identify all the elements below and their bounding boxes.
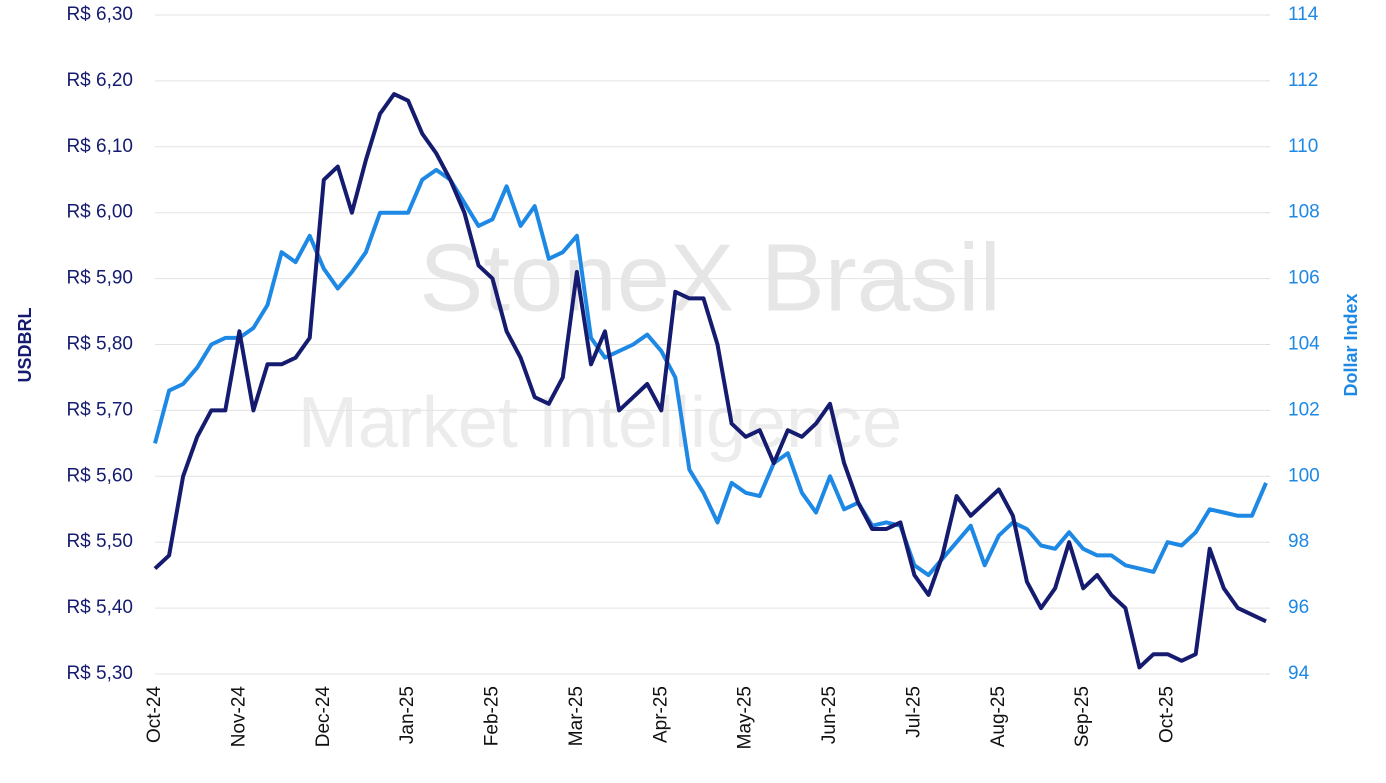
y2-tick-label: 114 <box>1288 4 1319 25</box>
y-axis-label: USDBRL <box>15 307 35 382</box>
y-tick-label: R$ 6,00 <box>66 202 133 223</box>
y-tick-label: R$ 5,80 <box>66 334 133 355</box>
series-line <box>153 92 1267 670</box>
x-tick-label: Oct-24 <box>144 686 165 743</box>
y-tick-label: R$ 5,50 <box>66 531 133 552</box>
x-tick-label: Jul-25 <box>903 686 924 738</box>
x-tick-label: May-25 <box>735 686 756 749</box>
y2-tick-label: 104 <box>1288 334 1320 355</box>
y-tick-label: R$ 5,40 <box>66 597 133 618</box>
x-tick-label: Dec-24 <box>313 686 334 748</box>
x-tick-label: Feb-25 <box>482 686 503 746</box>
y2-tick-label: 102 <box>1288 399 1320 420</box>
y-tick-label: R$ 5,90 <box>66 268 133 289</box>
x-tick-label: Sep-25 <box>1072 686 1093 747</box>
y-tick-label: R$ 6,30 <box>66 4 133 25</box>
x-tick-label: Nov-24 <box>228 686 249 748</box>
x-tick-label: Aug-25 <box>988 686 1009 747</box>
y-tick-label: R$ 5,60 <box>66 465 133 486</box>
y2-tick-label: 108 <box>1288 202 1320 223</box>
y2-tick-label: 110 <box>1288 136 1318 157</box>
y-tick-label: R$ 5,30 <box>66 663 133 684</box>
y-tick-label: R$ 6,10 <box>66 136 133 157</box>
x-tick-label: Jun-25 <box>819 686 840 744</box>
y-tick-label: R$ 5,70 <box>66 399 133 420</box>
y2-axis-label: Dollar Index <box>1341 293 1361 396</box>
x-tick-label: Apr-25 <box>650 686 671 743</box>
y-tick-label: R$ 6,20 <box>66 70 133 91</box>
watermark-subtitle: Market Intelligence <box>298 383 902 463</box>
x-tick-label: Mar-25 <box>566 686 587 746</box>
y2-tick-label: 100 <box>1288 465 1320 486</box>
y2-tick-label: 112 <box>1288 70 1318 91</box>
series-line <box>153 167 1268 578</box>
y2-tick-label: 98 <box>1288 531 1309 552</box>
x-tick-label: Jan-25 <box>397 686 418 744</box>
x-tick-label: Oct-25 <box>1157 686 1178 743</box>
y2-tick-label: 94 <box>1288 663 1310 684</box>
y2-tick-label: 96 <box>1288 597 1309 618</box>
y2-tick-label: 106 <box>1288 268 1320 289</box>
